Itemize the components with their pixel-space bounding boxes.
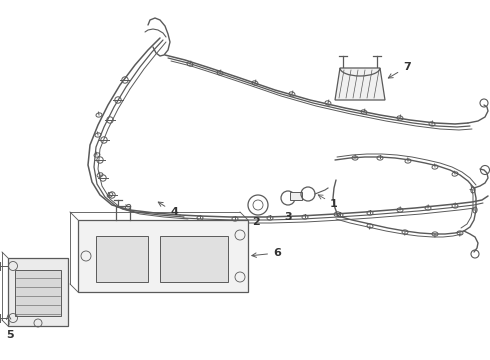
Bar (160, 236, 228, 282)
Text: 6: 6 (252, 248, 281, 258)
Text: 5: 5 (6, 315, 14, 340)
Text: 3: 3 (284, 212, 292, 222)
Text: 7: 7 (389, 62, 411, 78)
Text: 2: 2 (252, 217, 260, 227)
Polygon shape (335, 68, 385, 100)
Bar (290, 192, 302, 200)
Text: 4: 4 (158, 202, 178, 217)
Bar (8, 258, 68, 326)
Bar (96, 236, 148, 282)
Bar (15, 270, 61, 316)
Bar (78, 220, 248, 292)
Text: 1: 1 (318, 195, 338, 209)
